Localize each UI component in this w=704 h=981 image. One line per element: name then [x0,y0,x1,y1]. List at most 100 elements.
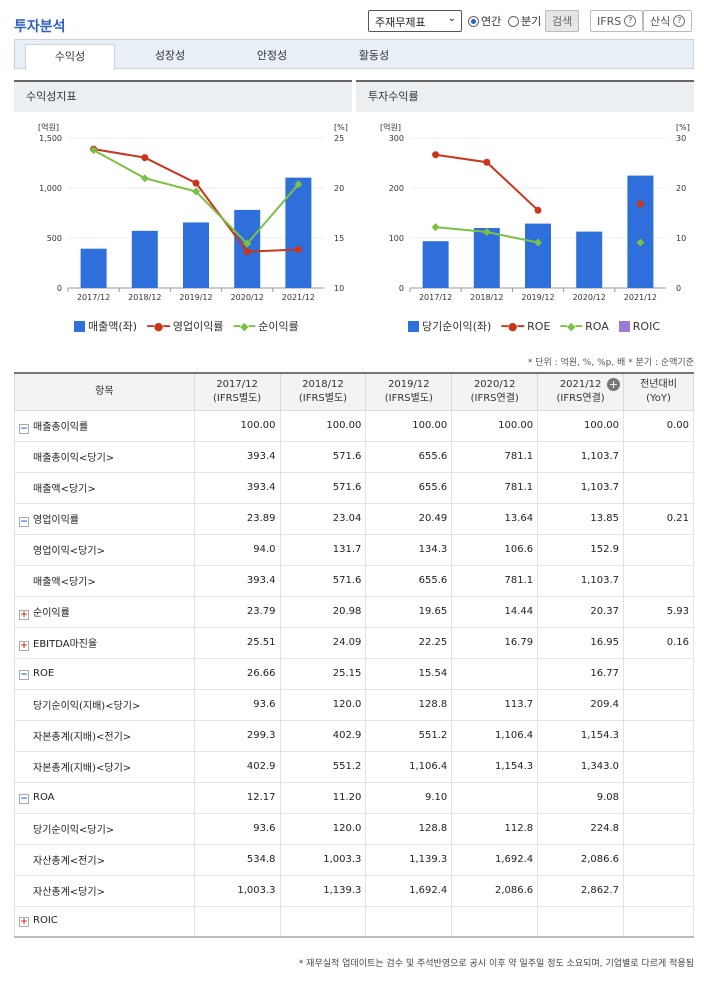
table-cell: 23.04 [279,503,367,535]
collapse-icon[interactable]: − [19,516,29,527]
collapse-icon[interactable]: − [19,669,29,680]
y-tick-label-left: 0 [57,284,62,293]
legend-label: 순이익률 [258,320,299,333]
table-row: − 매출총이익률 100.00 100.00 100.00 100.00 100.00 0.0… [14,410,694,442]
table-cell [537,906,625,938]
radio-annual-dot[interactable] [468,15,479,27]
row-label: 매출총이익<당기> [14,441,195,473]
table-cell: 14.44 [451,596,539,628]
search-button[interactable]: 검색 [545,10,580,32]
table-row: 자본총계(지배)<당기> 402.9 551.2 1,106.4 1,154.3 1,34… [14,751,694,783]
row-label: 매출액<당기> [14,472,195,504]
radio-quarter-label: 분기 [521,15,542,28]
table-cell: 23.79 [193,596,281,628]
y-tick-label-right: 20 [676,184,686,193]
table-row: 매출액<당기> 393.4 571.6 655.6 781.1 1,103.7 [14,565,694,597]
ifrs-button[interactable]: IFRS? [590,10,644,32]
y-tick-label-left: 300 [389,134,404,143]
expand-columns-icon[interactable]: + [607,378,621,391]
table-row: + 순이익률 23.79 20.98 19.65 14.44 20.37 5.93 [14,596,694,628]
line-point [192,187,200,196]
collapse-icon[interactable]: − [19,423,29,434]
table-cell: 113.7 [451,689,539,721]
expand-icon[interactable]: + [19,609,29,620]
expand-icon[interactable]: + [19,917,29,928]
table-cell: 5.93 [623,596,694,628]
table-cell: 1,003.3 [279,844,367,876]
table-row: 자산총계<전기> 534.8 1,003.3 1,139.3 1,692.4 2,086.… [14,844,694,876]
table-cell: 551.2 [365,720,453,752]
table-cell: 128.8 [365,813,453,845]
statement-select[interactable]: 주재무제표 ⌄ [368,10,462,32]
row-label-text: 영업이익률 [33,514,79,526]
column-header: 2020/12 (IFRS연결) [451,372,539,411]
table-row: − ROE 26.66 25.15 15.54 16.77 [14,658,694,690]
bar [131,230,158,288]
line-point [294,246,302,253]
table-cell: 299.3 [193,720,281,752]
table-cell [623,472,694,504]
table-cell: 571.6 [279,565,367,597]
row-label-text: 매출액<당기> [33,577,96,588]
table-cell: 12.17 [193,782,281,814]
table-cell: 13.85 [537,503,625,535]
table-cell: 100.00 [193,410,281,442]
legend-label: ROE [527,319,551,333]
radio-annual-label: 연간 [481,15,502,28]
table-cell: 1,103.7 [537,472,625,504]
row-label: − ROE [14,658,195,690]
bar [627,175,654,288]
radio-quarter-dot[interactable] [508,15,519,27]
row-label-text: 자본총계(지배)<전기> [33,732,132,743]
column-header: 항목 [14,372,195,411]
row-label: 자본총계(지배)<당기> [14,751,195,783]
chart-legend: 당기순이익(좌) ━●━ ROE ━◆━ ROA ROIC [408,318,660,334]
table-cell: 25.15 [279,658,367,690]
table-cell: 100.00 [537,410,625,442]
table-cell: 25.51 [193,627,281,659]
legend-line-icon: ━◆━ [560,319,583,333]
table-cell: 20.49 [365,503,453,535]
tab-profitability[interactable]: 수익성 [25,44,115,70]
legend-label: ROA [585,319,609,333]
tab-growth[interactable]: 성장성 [154,49,186,62]
expand-icon[interactable]: + [19,640,29,651]
collapse-icon[interactable]: − [19,793,29,804]
radio-annual[interactable]: 연간 [468,13,501,29]
table-cell [623,751,694,783]
row-label-text: EBITDA마진율 [33,638,98,650]
x-tick-label: 2019/12 [521,293,554,302]
formula-button[interactable]: 산식? [643,10,693,32]
table-cell: 1,106.4 [365,751,453,783]
table-cell [623,534,694,566]
row-label-text: 매출액<당기> [33,484,96,495]
table-cell: 26.66 [193,658,281,690]
profitability-chart: [억원] [%] 0 500 1,000 1,500 10 15 20 25 2017/12 2018… [38,122,348,302]
table-row: 당기순이익<당기> 93.6 120.0 128.8 112.8 224.8 [14,813,694,845]
bar [422,241,449,288]
line-point [534,238,542,247]
table-cell [623,782,694,814]
table-cell [623,565,694,597]
table-cell: 19.65 [365,596,453,628]
y-tick-label-right: 0 [676,284,681,293]
x-tick-label: 2018/12 [470,293,503,302]
radio-quarter[interactable]: 분기 [508,13,541,29]
table-cell: 120.0 [279,813,367,845]
bar [473,228,500,288]
table-cell: 393.4 [193,472,281,504]
table-row: + EBITDA마진율 25.51 24.09 22.25 16.79 16.95 0.16 [14,627,694,659]
row-label-text: 자본총계(지배)<당기> [33,763,132,774]
table-cell: 93.6 [193,689,281,721]
row-label-text: 영업이익<당기> [33,546,105,557]
y-tick-label-right: 10 [334,284,344,293]
row-label-text: 매출총이익<당기> [33,453,115,464]
tab-activity[interactable]: 활동성 [358,49,390,62]
row-label-text: ROE [33,667,55,679]
row-label: + 순이익률 [14,596,195,628]
tab-stability[interactable]: 안정성 [256,49,288,62]
table-cell: 402.9 [279,720,367,752]
table-cell: 655.6 [365,472,453,504]
right-axis-unit: [%] [334,123,348,132]
bar [525,223,551,288]
